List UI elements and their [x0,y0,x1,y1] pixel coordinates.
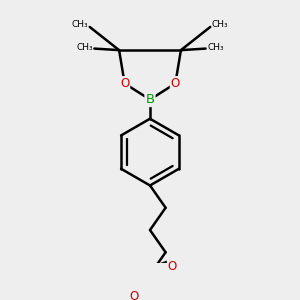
Text: CH₃: CH₃ [212,20,228,29]
Text: O: O [120,77,129,90]
Text: CH₃: CH₃ [72,20,88,29]
Text: B: B [146,93,154,106]
Text: CH₃: CH₃ [207,43,224,52]
Text: O: O [171,77,180,90]
Text: CH₃: CH₃ [76,43,93,52]
Text: O: O [130,290,139,300]
Text: O: O [168,260,177,273]
